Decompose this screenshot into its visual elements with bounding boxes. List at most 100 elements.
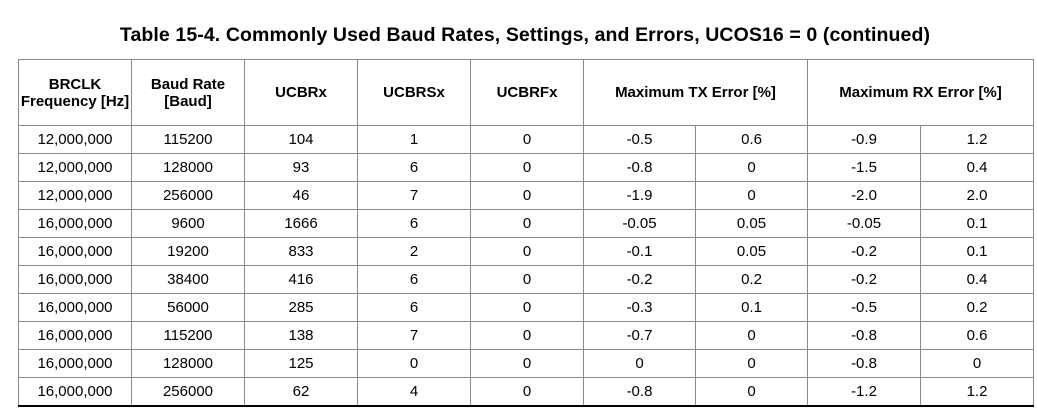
- cell-max-rx-error-min: -0.8: [807, 349, 921, 378]
- header-max-rx-error: Maximum RX Error [%]: [806, 59, 1035, 126]
- cell-max-tx-error-min: -0.8: [583, 153, 696, 182]
- cell-ucbrfx: 0: [470, 209, 584, 238]
- cell-ucbrfx: 0: [470, 153, 584, 182]
- cell-max-rx-error-min: -1.2: [807, 377, 921, 407]
- cell-ucbrfx: 0: [470, 181, 584, 210]
- cell-max-rx-error-max: 0.6: [919, 321, 1035, 350]
- cell-max-tx-error-min: -0.05: [583, 209, 696, 238]
- cell-max-tx-error-max: 0: [695, 377, 808, 407]
- cell-baud-rate: 56000: [131, 293, 245, 322]
- cell-ucbrsx: 0: [357, 349, 471, 378]
- cell-max-rx-error-min: -0.5: [807, 293, 921, 322]
- cell-baud-rate: 19200: [131, 237, 245, 266]
- cell-ucbrx: 104: [244, 125, 358, 154]
- cell-max-rx-error-max: 0.1: [919, 209, 1035, 238]
- cell-max-tx-error-max: 0: [695, 349, 808, 378]
- cell-max-rx-error-max: 0.2: [919, 293, 1035, 322]
- cell-baud-rate: 256000: [131, 181, 245, 210]
- cell-ucbrx: 833: [244, 237, 358, 266]
- cell-max-tx-error-max: 0.05: [695, 237, 808, 266]
- header-row: BRCLK Frequency [Hz] Baud Rate [Baud] UC…: [18, 59, 1035, 126]
- cell-max-rx-error-min: -2.0: [807, 181, 921, 210]
- cell-brclk-frequency: 12,000,000: [18, 125, 132, 154]
- cell-ucbrfx: 0: [470, 377, 584, 407]
- cell-ucbrx: 125: [244, 349, 358, 378]
- cell-ucbrsx: 2: [357, 237, 471, 266]
- header-ucbrx: UCBRx: [244, 59, 358, 126]
- cell-baud-rate: 38400: [131, 265, 245, 294]
- cell-max-tx-error-min: -1.9: [583, 181, 696, 210]
- cell-max-tx-error-max: 0: [695, 181, 808, 210]
- cell-ucbrsx: 6: [357, 265, 471, 294]
- cell-baud-rate: 115200: [131, 125, 245, 154]
- cell-ucbrfx: 0: [470, 321, 584, 350]
- cell-ucbrsx: 4: [357, 377, 471, 407]
- header-max-tx-error: Maximum TX Error [%]: [583, 59, 808, 126]
- cell-brclk-frequency: 16,000,000: [18, 349, 132, 378]
- cell-brclk-frequency: 16,000,000: [18, 237, 132, 266]
- table-row: 16,000,000 9600 1666 6 0 -0.05 0.05 -0.05 0.1: [18, 209, 1035, 238]
- cell-brclk-frequency: 16,000,000: [18, 377, 132, 407]
- cell-max-rx-error-max: 0: [919, 349, 1035, 378]
- baud-rate-table: BRCLK Frequency [Hz] Baud Rate [Baud] UC…: [18, 59, 1035, 407]
- cell-ucbrx: 62: [244, 377, 358, 407]
- cell-max-tx-error-min: -0.7: [583, 321, 696, 350]
- cell-brclk-frequency: 12,000,000: [18, 153, 132, 182]
- cell-max-tx-error-max: 0.2: [695, 265, 808, 294]
- cell-max-tx-error-max: 0: [695, 321, 808, 350]
- table-row: 16,000,000 128000 125 0 0 0 0 -0.8 0: [18, 349, 1035, 378]
- table-caption: Table 15-4. Commonly Used Baud Rates, Se…: [119, 24, 931, 46]
- cell-max-rx-error-max: 2.0: [919, 181, 1035, 210]
- cell-max-rx-error-max: 1.2: [919, 125, 1035, 154]
- cell-max-rx-error-min: -0.2: [807, 237, 921, 266]
- cell-max-rx-error-max: 0.4: [919, 153, 1035, 182]
- cell-max-rx-error-min: -0.2: [807, 265, 921, 294]
- cell-brclk-frequency: 16,000,000: [18, 209, 132, 238]
- header-ucbrsx: UCBRSx: [357, 59, 471, 126]
- cell-brclk-frequency: 12,000,000: [18, 181, 132, 210]
- cell-ucbrfx: 0: [470, 265, 584, 294]
- cell-brclk-frequency: 16,000,000: [18, 293, 132, 322]
- header-baud-rate: Baud Rate [Baud]: [131, 59, 245, 126]
- cell-ucbrx: 93: [244, 153, 358, 182]
- cell-ucbrfx: 0: [470, 125, 584, 154]
- cell-ucbrx: 138: [244, 321, 358, 350]
- table-row: 12,000,000 128000 93 6 0 -0.8 0 -1.5 0.4: [18, 153, 1035, 182]
- cell-ucbrx: 46: [244, 181, 358, 210]
- cell-max-tx-error-min: -0.8: [583, 377, 696, 407]
- cell-baud-rate: 115200: [131, 321, 245, 350]
- cell-max-rx-error-max: 0.4: [919, 265, 1035, 294]
- cell-max-rx-error-min: -0.8: [807, 321, 921, 350]
- cell-ucbrsx: 7: [357, 181, 471, 210]
- cell-max-rx-error-min: -0.9: [807, 125, 921, 154]
- cell-baud-rate: 256000: [131, 377, 245, 407]
- cell-max-tx-error-min: -0.2: [583, 265, 696, 294]
- cell-max-tx-error-min: 0: [583, 349, 696, 378]
- cell-baud-rate: 9600: [131, 209, 245, 238]
- table-row: 16,000,000 256000 62 4 0 -0.8 0 -1.2 1.2: [18, 377, 1035, 407]
- header-ucbrfx: UCBRFx: [470, 59, 584, 126]
- cell-max-rx-error-min: -1.5: [807, 153, 921, 182]
- cell-ucbrx: 416: [244, 265, 358, 294]
- cell-max-tx-error-min: -0.3: [583, 293, 696, 322]
- cell-baud-rate: 128000: [131, 349, 245, 378]
- cell-max-tx-error-max: 0.6: [695, 125, 808, 154]
- cell-ucbrx: 1666: [244, 209, 358, 238]
- cell-max-rx-error-max: 1.2: [919, 377, 1035, 407]
- cell-max-tx-error-min: -0.5: [583, 125, 696, 154]
- cell-ucbrsx: 6: [357, 209, 471, 238]
- cell-ucbrsx: 6: [357, 293, 471, 322]
- table-row: 16,000,000 38400 416 6 0 -0.2 0.2 -0.2 0.4: [18, 265, 1035, 294]
- cell-ucbrx: 285: [244, 293, 358, 322]
- cell-max-rx-error-min: -0.05: [807, 209, 921, 238]
- cell-baud-rate: 128000: [131, 153, 245, 182]
- cell-ucbrfx: 0: [470, 293, 584, 322]
- table-body: 12,000,000 115200 104 1 0 -0.5 0.6 -0.9 1.2 12,00…: [18, 125, 1035, 407]
- table-row: 12,000,000 115200 104 1 0 -0.5 0.6 -0.9 1.2: [18, 125, 1035, 154]
- cell-max-tx-error-min: -0.1: [583, 237, 696, 266]
- cell-ucbrsx: 7: [357, 321, 471, 350]
- header-brclk-frequency: BRCLK Frequency [Hz]: [18, 59, 132, 126]
- table-row: 12,000,000 256000 46 7 0 -1.9 0 -2.0 2.0: [18, 181, 1035, 210]
- cell-ucbrsx: 1: [357, 125, 471, 154]
- cell-brclk-frequency: 16,000,000: [18, 321, 132, 350]
